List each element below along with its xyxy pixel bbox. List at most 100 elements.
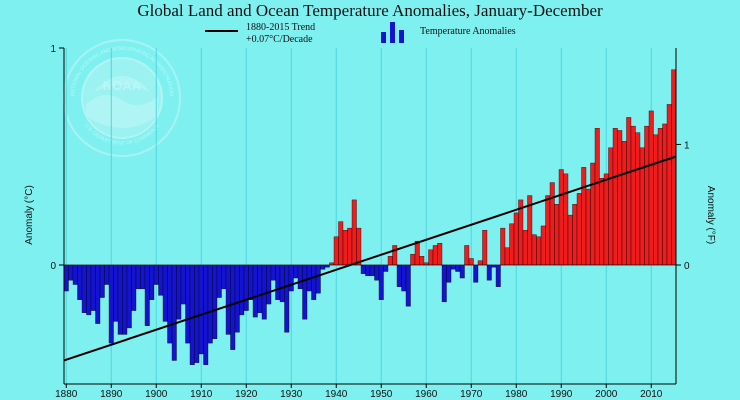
x-tick-label-1900: 1900 xyxy=(145,389,168,400)
bar-2007 xyxy=(635,132,641,266)
bar-1887 xyxy=(95,264,101,324)
bar-2005 xyxy=(626,117,632,266)
x-tick-label-1960: 1960 xyxy=(415,389,438,400)
bar-2008 xyxy=(639,147,645,266)
bars xyxy=(63,69,677,365)
legend-bar-swatch-2 xyxy=(390,22,395,43)
bar-1966 xyxy=(450,264,456,270)
bar-1938 xyxy=(324,264,330,268)
bar-1942 xyxy=(342,230,348,266)
bar-1905 xyxy=(176,264,182,320)
bar-1929 xyxy=(284,264,290,333)
bar-2013 xyxy=(662,123,668,266)
bar-1945 xyxy=(356,227,362,266)
bar-1972 xyxy=(477,260,483,266)
bar-2003 xyxy=(617,130,623,266)
bar-2011 xyxy=(653,134,659,266)
bar-1939 xyxy=(329,262,335,266)
bar-1922 xyxy=(252,264,258,318)
bar-1912 xyxy=(207,264,213,344)
x-tick-label-1880: 1880 xyxy=(55,389,78,400)
x-tick-label-1940: 1940 xyxy=(325,389,348,400)
bar-1988 xyxy=(549,182,555,266)
bar-1885 xyxy=(86,264,92,316)
bar-1948 xyxy=(369,264,375,277)
bar-1889 xyxy=(104,264,110,285)
bar-1891 xyxy=(113,264,119,322)
y-axis-right-label: Anomaly (°F) xyxy=(705,186,716,244)
bar-1902 xyxy=(162,264,168,322)
bar-1994 xyxy=(576,193,582,266)
x-tick-label-2010: 2010 xyxy=(640,389,663,400)
bar-1927 xyxy=(275,264,281,300)
bar-1946 xyxy=(360,264,366,274)
bar-1955 xyxy=(401,264,407,292)
bar-1947 xyxy=(365,264,371,277)
bar-1911 xyxy=(203,264,209,365)
bar-1962 xyxy=(432,245,438,266)
bar-1892 xyxy=(117,264,123,335)
legend: 1880-2015 Trend +0.07°C/Decade Temperatu… xyxy=(205,22,516,45)
bar-1917 xyxy=(230,264,236,350)
bar-1976 xyxy=(495,264,501,287)
bar-1967 xyxy=(455,264,461,272)
y-axis-left-label: Anomaly (°C) xyxy=(24,185,35,245)
bar-1882 xyxy=(72,264,78,285)
y-right-tick-label-0: 0 xyxy=(684,261,690,272)
bar-1943 xyxy=(347,227,353,266)
bar-2006 xyxy=(630,125,636,266)
y-axis-right-ticks: 10 xyxy=(676,140,690,272)
bar-1923 xyxy=(257,264,263,313)
bar-1973 xyxy=(482,230,488,266)
bar-1970 xyxy=(468,258,474,266)
bar-1975 xyxy=(491,264,497,268)
bar-1910 xyxy=(198,264,204,355)
bar-1926 xyxy=(270,264,276,281)
bar-1928 xyxy=(279,264,285,303)
bar-1979 xyxy=(509,223,515,266)
bar-1954 xyxy=(396,264,402,287)
bar-2015 xyxy=(671,69,677,266)
bar-1919 xyxy=(239,264,245,316)
bar-1931 xyxy=(293,264,299,279)
bar-1895 xyxy=(131,264,137,311)
bar-1991 xyxy=(563,173,569,266)
axes xyxy=(63,48,677,385)
bar-1965 xyxy=(446,264,452,283)
bar-1987 xyxy=(545,195,551,266)
bar-1963 xyxy=(437,243,443,266)
bar-1925 xyxy=(266,264,272,305)
bar-1918 xyxy=(234,264,240,333)
bar-1901 xyxy=(158,264,164,296)
bar-2002 xyxy=(612,128,618,266)
bar-1896 xyxy=(135,264,141,290)
bar-1999 xyxy=(599,178,605,266)
bar-1989 xyxy=(554,204,560,266)
x-tick-label-1970: 1970 xyxy=(460,389,483,400)
bar-1982 xyxy=(522,230,528,266)
bar-1974 xyxy=(486,264,492,281)
bar-1961 xyxy=(428,249,434,266)
legend-bar-swatch-3 xyxy=(399,30,404,43)
bar-1903 xyxy=(167,264,173,344)
x-tick-label-1990: 1990 xyxy=(550,389,573,400)
bar-1904 xyxy=(171,264,177,361)
bar-1921 xyxy=(248,264,254,300)
bar-1897 xyxy=(140,264,146,290)
y-axis-left-ticks: 10 xyxy=(50,44,64,272)
bar-1952 xyxy=(387,256,393,266)
bar-1951 xyxy=(383,264,389,272)
bar-2000 xyxy=(603,173,609,266)
bar-1997 xyxy=(590,162,596,266)
bar-1964 xyxy=(441,264,447,303)
bar-1969 xyxy=(464,245,470,266)
bar-1924 xyxy=(261,264,267,320)
x-tick-label-1980: 1980 xyxy=(505,389,528,400)
bar-2009 xyxy=(644,125,650,266)
bar-1986 xyxy=(540,225,546,266)
y-left-tick-label-0: 0 xyxy=(50,261,56,272)
bar-1893 xyxy=(122,264,128,335)
x-tick-label-1920: 1920 xyxy=(235,389,258,400)
bar-1936 xyxy=(315,264,321,294)
